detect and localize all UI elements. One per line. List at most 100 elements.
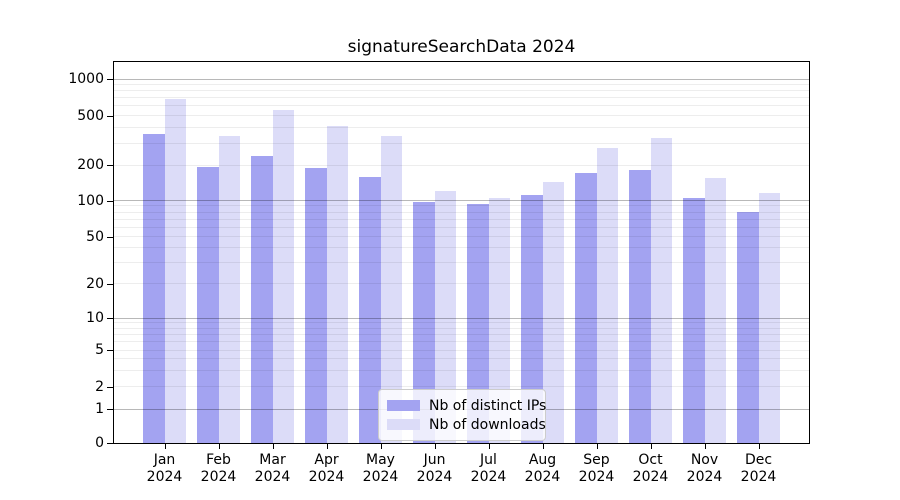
plot-area	[113, 61, 810, 444]
grid-line-minor	[114, 226, 809, 228]
legend-label: Nb of downloads	[429, 416, 546, 433]
y-axis-tick-label: 5	[95, 342, 104, 358]
x-tick-month: Jul	[480, 452, 497, 468]
x-tick-year: 2024	[740, 469, 777, 485]
grid-line-minor	[114, 115, 809, 116]
y-axis-tick-mark	[107, 350, 113, 351]
bar-downloads	[380, 135, 402, 443]
bar-downloads	[488, 197, 510, 443]
bar-downloads	[542, 182, 564, 443]
legend-swatch-downloads	[387, 419, 420, 430]
x-axis-tick-mark	[380, 444, 382, 449]
bar-downloads	[704, 178, 726, 443]
bar-distinct-ips	[251, 156, 273, 443]
x-axis-tick-label: Mar 2024	[241, 452, 305, 486]
x-axis-tick-label: Sep 2024	[565, 452, 629, 486]
legend-item: Nb of distinct IPs	[387, 396, 546, 415]
grid-line-minor	[114, 358, 809, 360]
grid-line-minor	[114, 283, 809, 284]
y-axis-tick-mark	[107, 79, 113, 80]
grid-line-minor	[114, 341, 809, 343]
grid-line-minor	[114, 90, 809, 92]
legend: Nb of distinct IPs Nb of downloads	[378, 389, 546, 441]
grid-line-minor	[114, 142, 809, 144]
x-tick-month: Aug	[528, 452, 557, 468]
grid-line-minor	[114, 218, 809, 220]
x-tick-year: 2024	[362, 469, 399, 485]
x-tick-year: 2024	[470, 469, 507, 485]
y-axis-tick-label: 2	[95, 378, 104, 395]
legend-label: Nb of distinct IPs	[429, 397, 547, 414]
bar-distinct-ips	[629, 170, 651, 443]
grid-line-minor	[114, 97, 809, 99]
x-axis-tick-label: May 2024	[349, 452, 413, 486]
y-axis-tick-label: 20	[86, 275, 104, 292]
bar-downloads	[596, 147, 618, 443]
x-axis-tick-label: Feb 2024	[187, 452, 251, 486]
x-tick-month: Feb	[206, 452, 231, 468]
bar-distinct-ips	[737, 212, 759, 443]
x-axis-tick-mark	[164, 444, 166, 449]
x-tick-year: 2024	[200, 469, 237, 485]
x-axis-tick-mark	[434, 444, 436, 449]
chart-title: signatureSearchData 2024	[347, 37, 576, 57]
y-axis-tick-mark	[107, 318, 113, 319]
legend-swatch-distinct-ips	[387, 400, 420, 411]
bar-distinct-ips	[521, 194, 543, 443]
x-axis-tick-label: Dec 2024	[727, 452, 791, 486]
y-axis-tick-mark	[107, 283, 113, 285]
grid-line-major	[114, 317, 809, 319]
y-axis-tick-label: 500	[77, 107, 104, 124]
x-tick-year: 2024	[254, 469, 291, 485]
y-axis-tick-label: 0	[95, 435, 104, 451]
x-axis-tick-mark	[650, 444, 652, 449]
grid-line-minor	[114, 262, 809, 264]
bar-distinct-ips	[143, 134, 165, 443]
x-tick-month: Jun	[423, 452, 446, 468]
bar-downloads	[218, 135, 240, 443]
bar-downloads	[650, 137, 672, 443]
y-axis-tick-label: 200	[77, 157, 104, 173]
bar-distinct-ips	[467, 204, 489, 443]
y-axis-tick-mark	[107, 409, 113, 410]
x-axis-tick-label: Apr 2024	[295, 452, 359, 486]
grid-line-minor	[114, 164, 809, 166]
y-axis-tick-label: 50	[86, 228, 104, 245]
grid-line-major	[114, 200, 809, 201]
x-tick-year: 2024	[416, 469, 453, 485]
x-axis-tick-mark	[704, 444, 706, 449]
y-axis-tick-mark	[107, 386, 113, 388]
x-axis-tick-label: Jun 2024	[403, 452, 467, 486]
y-axis-tick-mark	[107, 115, 113, 117]
x-tick-month: Dec	[744, 452, 773, 468]
grid-line-minor	[114, 322, 809, 324]
x-axis-tick-label: Aug 2024	[511, 452, 575, 486]
x-tick-month: May	[366, 452, 395, 468]
y-axis-tick-mark	[107, 236, 113, 238]
x-tick-year: 2024	[578, 469, 615, 485]
bar-distinct-ips	[359, 176, 381, 443]
y-axis-tick-label: 1000	[68, 71, 104, 87]
bar-downloads	[434, 191, 456, 443]
grid-layer	[114, 62, 809, 443]
grid-line-minor	[114, 369, 809, 371]
x-axis-tick-mark	[326, 444, 328, 449]
bar-downloads	[164, 99, 186, 443]
grid-line-minor	[114, 205, 809, 207]
bar-distinct-ips	[305, 168, 327, 443]
x-tick-year: 2024	[308, 469, 345, 485]
grid-line-minor	[114, 105, 809, 107]
x-axis-tick-label: Oct 2024	[619, 452, 683, 486]
y-axis-tick-mark	[107, 200, 113, 202]
x-tick-month: Oct	[638, 452, 663, 468]
x-axis-tick-mark	[542, 444, 544, 449]
x-tick-year: 2024	[686, 469, 723, 485]
y-axis-tick-label: 10	[86, 310, 104, 326]
x-axis-tick-mark	[596, 444, 598, 449]
grid-line-minor	[114, 236, 809, 237]
x-axis-tick-mark	[488, 444, 490, 449]
bar-downloads	[326, 125, 348, 443]
bar-downloads	[272, 110, 294, 443]
x-axis-tick-label: Nov 2024	[673, 452, 737, 486]
